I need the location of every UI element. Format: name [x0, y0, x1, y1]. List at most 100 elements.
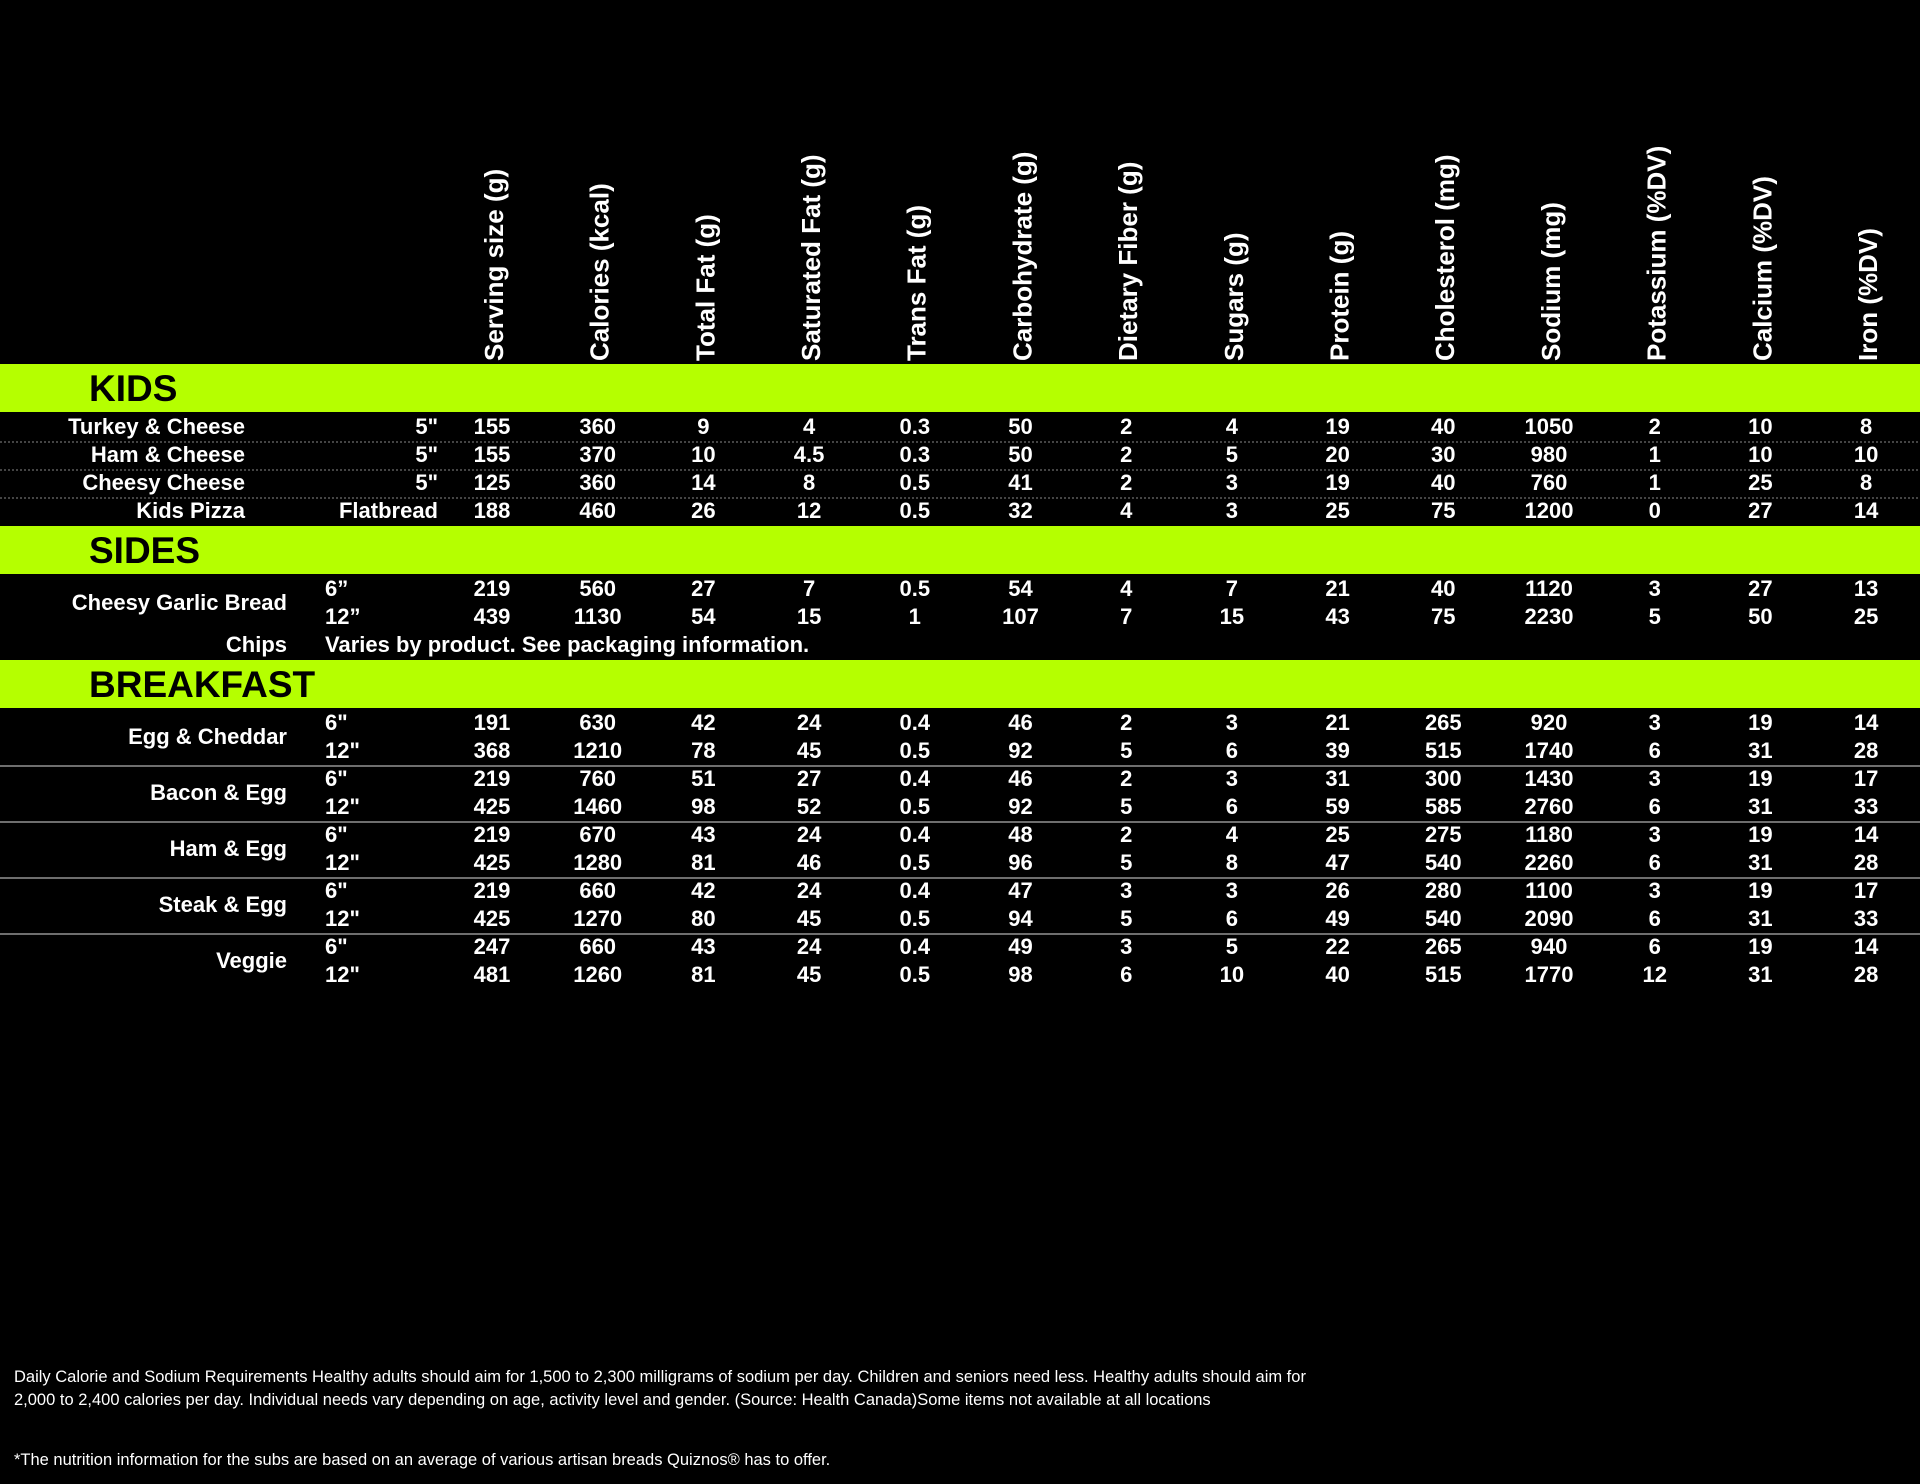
cell: 0.5: [900, 962, 931, 987]
cell: 80: [691, 906, 715, 931]
cell: 10: [1220, 962, 1244, 987]
cell: 20: [1325, 442, 1349, 467]
cell: 19: [1748, 878, 1772, 903]
cell: 46: [1008, 710, 1032, 735]
cell: 98: [691, 794, 715, 819]
column-header: Total Fat (g): [690, 214, 720, 361]
cell: 15: [797, 604, 821, 629]
cell: 94: [1008, 906, 1033, 931]
cell: 370: [579, 442, 616, 467]
cell: 540: [1425, 850, 1462, 875]
cell: 7: [1120, 604, 1132, 629]
size: 6": [325, 710, 348, 735]
cell: 585: [1425, 794, 1462, 819]
cell: 0.4: [900, 710, 931, 735]
cell: 31: [1748, 738, 1772, 763]
column-header: Carbohydrate (g): [1007, 152, 1037, 361]
cell: 10: [1748, 442, 1772, 467]
cell: 6: [1649, 794, 1661, 819]
column-header: Calcium (%DV): [1747, 176, 1777, 361]
cell: 47: [1008, 878, 1032, 903]
cell: 2230: [1525, 604, 1574, 629]
cell: 219: [474, 878, 511, 903]
cell: 670: [579, 822, 616, 847]
cell: 2: [1120, 822, 1132, 847]
size: 12": [325, 738, 360, 763]
cell: 32: [1008, 498, 1032, 523]
size: 6": [325, 766, 348, 791]
section-title: KIDS: [89, 368, 177, 409]
size: 6": [325, 934, 348, 959]
cell: 1740: [1525, 738, 1574, 763]
cell: 1260: [573, 962, 622, 987]
cell: 25: [1854, 604, 1878, 629]
cell: 6: [1649, 906, 1661, 931]
cell: 43: [1325, 604, 1349, 629]
cell: 515: [1425, 738, 1462, 763]
section-bar: [0, 364, 1920, 412]
cell: 0.4: [900, 934, 931, 959]
cell: 155: [474, 414, 511, 439]
cell: 5: [1120, 738, 1132, 763]
cell: 54: [691, 604, 716, 629]
cell: 1130: [574, 604, 622, 629]
cell: 425: [474, 906, 511, 931]
cell: 92: [1008, 794, 1032, 819]
cell: 25: [1325, 498, 1349, 523]
size: 12”: [325, 604, 360, 629]
cell: 940: [1531, 934, 1568, 959]
cell: 460: [579, 498, 616, 523]
cell: 1200: [1525, 498, 1574, 523]
cell: 247: [474, 934, 511, 959]
cell: 3: [1649, 822, 1661, 847]
cell: 19: [1748, 934, 1772, 959]
cell: 1180: [1525, 822, 1573, 847]
cell: 280: [1425, 878, 1462, 903]
item-name: Cheesy Garlic Bread: [72, 590, 287, 615]
size: 5": [415, 470, 438, 495]
cell: 191: [474, 710, 511, 735]
item-name: Turkey & Cheese: [68, 414, 245, 439]
cell: 265: [1425, 710, 1462, 735]
cell: 12: [797, 498, 821, 523]
column-header: Trans Fat (g): [902, 205, 932, 361]
cell: 45: [797, 962, 821, 987]
cell: 265: [1425, 934, 1462, 959]
cell: 560: [579, 576, 616, 601]
cell: 425: [474, 850, 511, 875]
cell: 3: [1226, 470, 1238, 495]
cell: 50: [1008, 414, 1032, 439]
cell: 14: [1854, 822, 1879, 847]
cell: 19: [1325, 414, 1349, 439]
cell: 6: [1120, 962, 1132, 987]
cell: 439: [474, 604, 511, 629]
cell: 14: [1854, 498, 1879, 523]
cell: 425: [474, 794, 511, 819]
cell: 8: [1860, 414, 1872, 439]
cell: 40: [1431, 470, 1455, 495]
column-header: Serving size (g): [479, 169, 509, 361]
cell: 0.3: [900, 414, 931, 439]
cell: 2: [1649, 414, 1661, 439]
section-bar: [0, 526, 1920, 574]
cell: 6: [1649, 738, 1661, 763]
cell: 3: [1649, 710, 1661, 735]
cell: 300: [1425, 766, 1462, 791]
cell: 0.5: [900, 794, 931, 819]
cell: 10: [1748, 414, 1772, 439]
cell: 21: [1325, 710, 1349, 735]
cell: 1460: [573, 794, 622, 819]
cell: 31: [1748, 906, 1772, 931]
cell: 43: [691, 822, 715, 847]
cell: 45: [797, 906, 821, 931]
item-note: Varies by product. See packaging informa…: [325, 632, 809, 657]
item-name: Veggie: [216, 948, 287, 973]
cell: 50: [1008, 442, 1032, 467]
section-bar: [0, 660, 1920, 708]
column-header: Potassium (%DV): [1642, 146, 1672, 361]
size: 12": [325, 794, 360, 819]
cell: 26: [691, 498, 715, 523]
cell: 4: [1120, 498, 1133, 523]
cell: 1120: [1525, 576, 1573, 601]
cell: 980: [1531, 442, 1568, 467]
